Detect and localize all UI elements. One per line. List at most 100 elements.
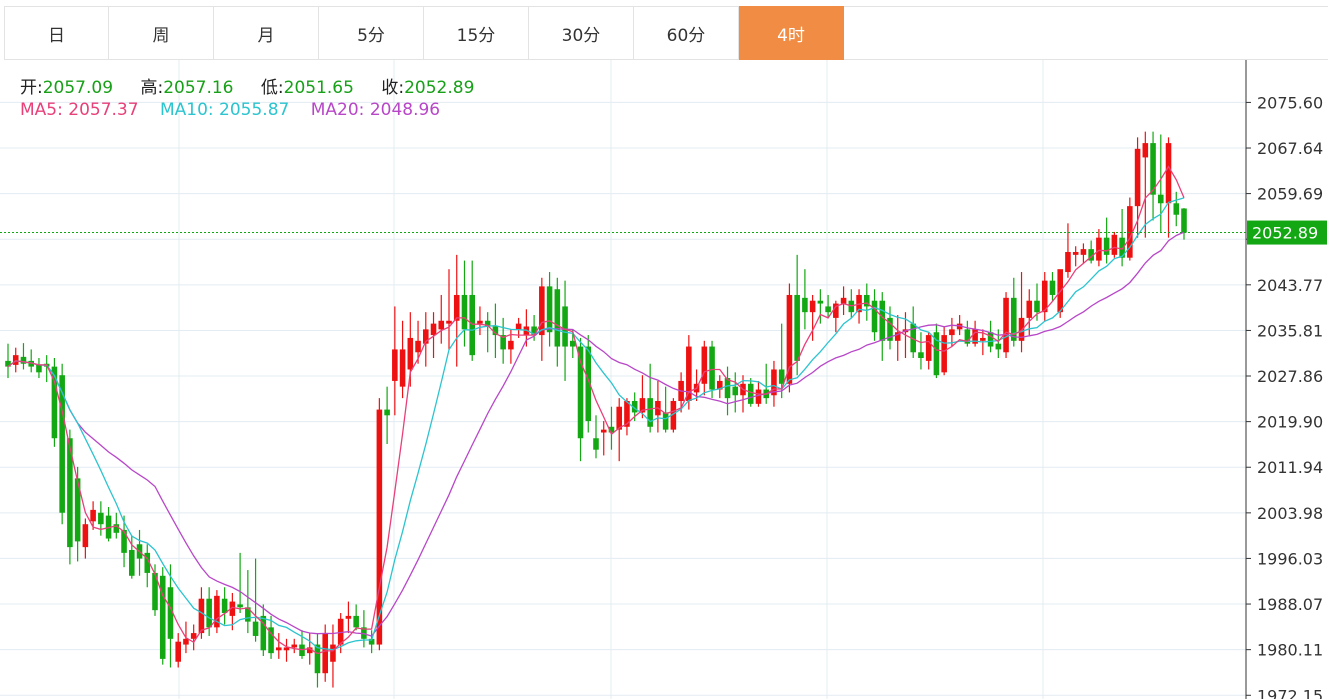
candle-body [337,618,344,645]
candle-body [384,409,390,416]
tab-60min[interactable]: 60分 [634,6,739,60]
candle-body [446,320,452,324]
candle-body [701,346,708,384]
candle-body [546,286,553,333]
candle-body [894,332,901,341]
y-tick-label: 2067.64 [1257,139,1323,158]
candle-body [747,383,754,404]
candle-body [585,346,592,422]
candle-body [291,644,298,648]
candle-body [453,294,460,321]
tab-5min[interactable]: 5分 [319,6,424,60]
candle-body [260,615,267,651]
candle-body [995,343,1002,350]
candle-body [987,332,994,347]
candle-body [430,323,437,336]
candle-body [175,641,181,662]
candle-body [314,644,321,674]
candle-body [345,615,352,619]
candle-body [624,400,630,427]
candle-body [1111,234,1118,255]
candle-body [1181,208,1187,233]
candle-body [1088,249,1094,261]
y-tick-label: 2059.69 [1257,185,1323,204]
candle-body [392,349,398,381]
candle-body [1096,237,1102,261]
candle-body [778,369,785,384]
candle-body [833,303,839,318]
candle-body [98,512,104,525]
ma20-value: 2048.96 [369,100,441,120]
candle-body [376,409,383,645]
candle-body [121,529,127,553]
candle-body [12,355,19,365]
y-tick-label: 2027.86 [1257,367,1323,386]
tab-day[interactable]: 日 [4,6,109,60]
ohlc-readout: 开:2057.09 高:2057.16 低:2051.65 收:2052.89 [20,73,496,98]
candle-body [113,524,120,533]
candle-body [438,320,445,330]
candle-body [1065,251,1071,273]
ma5-value: 2057.37 [68,100,139,120]
candle-body [1034,300,1040,313]
candle-body [879,300,886,341]
candle-body [910,323,916,353]
current-price-label: 2052.89 [1252,224,1318,243]
candle-body [570,340,576,347]
candle-body [562,306,568,347]
candle-body [817,300,824,304]
candle-body [871,300,878,333]
candle-body [794,294,800,361]
candle-body [825,306,831,313]
candle-body [306,647,313,654]
candle-body [717,380,723,390]
low-label: 低: [260,78,284,98]
candle-body [1158,194,1164,204]
ma10-label: MA10: [159,100,214,120]
y-tick-label: 1972.15 [1257,686,1323,699]
candlestick-chart[interactable]: 2075.60 2067.64 2059.69 2043.77 2035.81 2027.… [0,60,1328,699]
tab-4hour[interactable]: 4时 [739,6,844,60]
candle-body [972,329,978,344]
candle-body [36,364,42,373]
candle-body [268,627,274,654]
candle-body [152,572,158,611]
candle-body [1134,148,1141,207]
y-tick-label: 2043.77 [1257,276,1323,295]
y-tick-label: 2075.60 [1257,93,1323,112]
low-value: 2051.65 [283,78,354,98]
ma5-line [7,165,1185,655]
ma-readout: MA5: 2057.37 MA10: 2055.87 MA20: 2048.96 [20,100,456,120]
candle-body [709,346,715,390]
y-tick-label: 1988.07 [1257,595,1323,614]
tab-month[interactable]: 月 [214,6,319,60]
candle-body [1103,237,1110,255]
candle-body [577,346,584,439]
candle-body [840,297,847,304]
candle-body [469,294,475,356]
candle-body [941,335,947,373]
candle-body [539,286,545,336]
candle-body [51,366,58,439]
ma20-line [7,231,1185,637]
candle-body [129,549,135,576]
tab-week[interactable]: 周 [109,6,214,60]
tab-30min[interactable]: 30分 [529,6,634,60]
candle-body [724,378,731,399]
candle-body [283,647,290,651]
candle-body [167,587,174,639]
tab-15min[interactable]: 15分 [424,6,529,60]
candle-body [20,356,27,364]
current-price-tag [1247,220,1327,245]
y-tick-label: 2003.98 [1257,504,1323,523]
ma5-label: MA5: [20,100,63,120]
candle-body [229,601,236,616]
candle-body [492,326,499,336]
candle-body [206,598,212,628]
open-label: 开: [20,78,43,98]
candle-body [515,323,522,330]
candle-body [484,320,491,327]
candle-body [237,604,243,608]
candle-body [918,352,924,359]
candle-body [1142,143,1149,158]
